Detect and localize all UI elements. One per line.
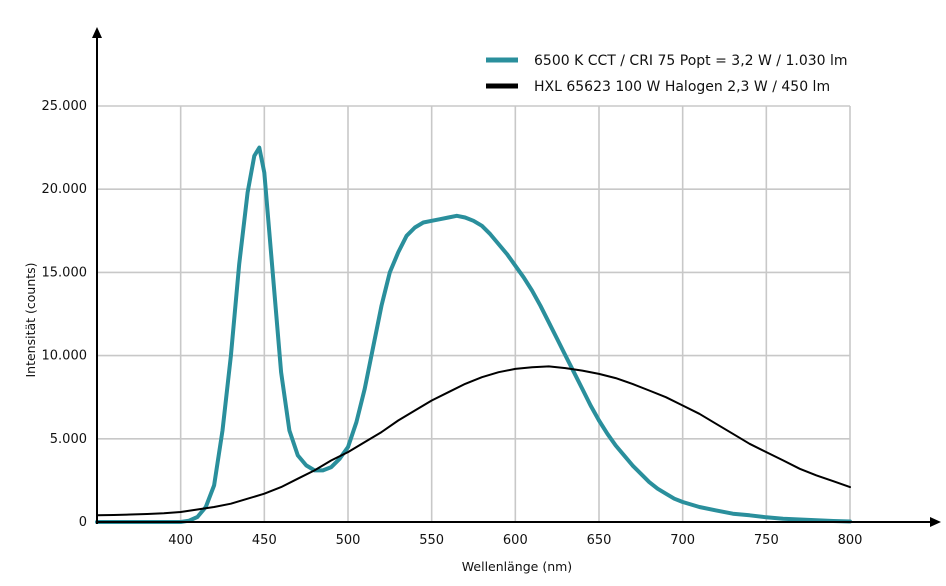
legend-label-led: 6500 K CCT / CRI 75 Popt = 3,2 W / 1.030… — [534, 53, 848, 69]
x-tick-label-7: 750 — [754, 533, 779, 548]
x-axis-title: Wellenlänge (nm) — [462, 559, 572, 574]
y-tick-label-2: 10.000 — [42, 349, 88, 364]
y-axis-title: Intensität (counts) — [23, 262, 38, 377]
series-lines — [95, 145, 852, 524]
y-tick-label-0: 0 — [79, 515, 87, 530]
axes — [92, 27, 941, 527]
x-tick-label-0: 400 — [168, 533, 193, 548]
x-tick-label-3: 550 — [419, 533, 444, 548]
y-tick-label-1: 5.000 — [50, 432, 87, 447]
x-tick-label-4: 600 — [503, 533, 528, 548]
series-line-0 — [95, 145, 852, 524]
x-tick-label-6: 700 — [670, 533, 695, 548]
y-axis-arrow — [92, 27, 102, 38]
y-tick-label-5: 25.000 — [42, 99, 88, 114]
y-tick-label-4: 20.000 — [42, 182, 88, 197]
grid — [97, 105, 851, 522]
legend: 6500 K CCT / CRI 75 Popt = 3,2 W / 1.030… — [486, 53, 848, 95]
tick-labels: 400 450 500 550 600 650 700 750 800 0 5.000 10.000 1… — [42, 99, 863, 548]
x-tick-label-8: 800 — [838, 533, 863, 548]
y-tick-label-3: 15.000 — [42, 265, 88, 280]
legend-label-halogen: HXL 65623 100 W Halogen 2,3 W / 450 lm — [534, 79, 830, 95]
x-tick-label-2: 500 — [336, 533, 361, 548]
x-tick-label-5: 650 — [587, 533, 612, 548]
series-line-1 — [96, 365, 851, 517]
x-axis-arrow — [930, 517, 941, 527]
x-tick-label-1: 450 — [252, 533, 277, 548]
